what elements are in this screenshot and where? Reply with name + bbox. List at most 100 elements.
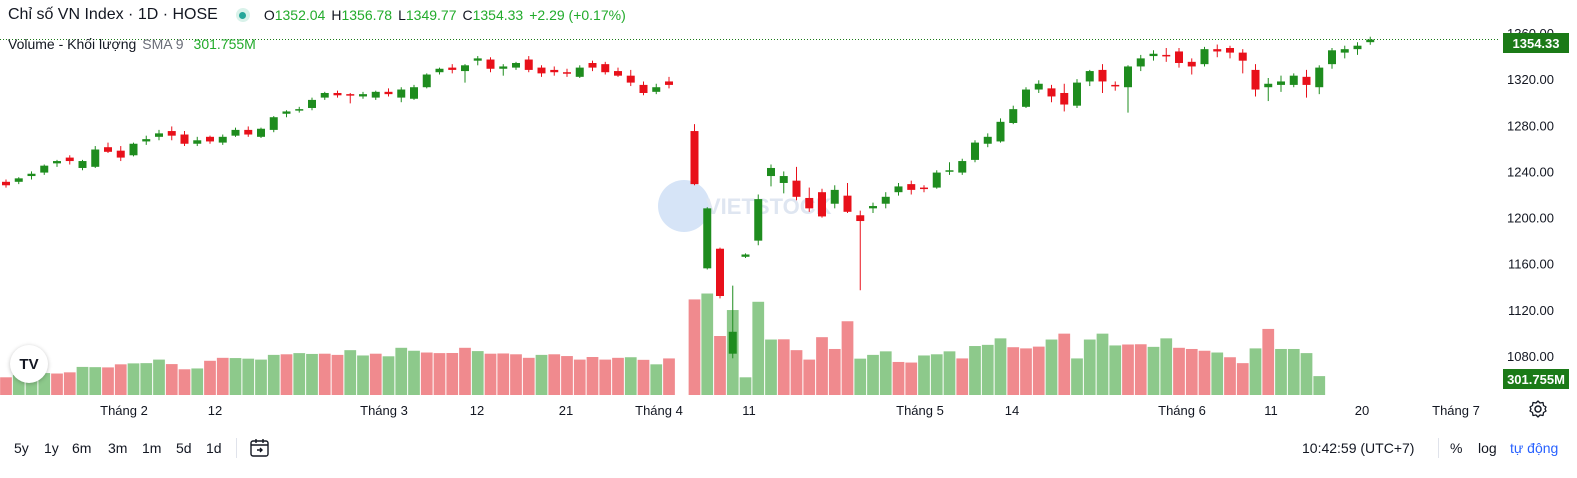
volume-bar: [841, 321, 854, 395]
range-6m-button[interactable]: 6m: [72, 440, 92, 456]
candle-body: [320, 92, 329, 98]
candle-body: [116, 150, 125, 158]
candle-body: [1366, 39, 1375, 43]
volume-bar: [459, 347, 471, 395]
candle-body: [1328, 50, 1336, 65]
auto-scale-toggle[interactable]: tự động: [1510, 440, 1559, 456]
candle-body: [1098, 69, 1107, 82]
volume-bar: [1287, 348, 1300, 395]
candle-body: [524, 59, 533, 70]
candle-body: [371, 91, 380, 98]
price-volume-chart[interactable]: VIETSTOCK 1080.001120.001160.001200.0012…: [0, 0, 1577, 430]
volume-bar: [1236, 363, 1249, 395]
candle-body: [614, 71, 622, 76]
candle-body: [473, 58, 482, 61]
candle-body: [435, 68, 444, 73]
candle-body: [499, 66, 508, 69]
clock-timezone[interactable]: 10:42:59 (UTC+7): [1302, 440, 1415, 456]
candle-body: [333, 92, 342, 96]
percent-scale-toggle[interactable]: %: [1450, 440, 1463, 456]
volume-bar: [599, 359, 612, 395]
symbol-legend: Chỉ số VN Index · 1D · HOSE O1352.04 H13…: [8, 6, 626, 24]
volume-bar: [1185, 348, 1198, 395]
candle-body: [767, 167, 775, 177]
candle-body: [1060, 92, 1069, 105]
volume-bar: [433, 353, 446, 395]
range-5y-button[interactable]: 5y: [14, 440, 29, 456]
log-scale-toggle[interactable]: log: [1478, 440, 1497, 456]
range-5d-button[interactable]: 5d: [176, 440, 192, 456]
volume-bar: [1122, 344, 1134, 395]
time-tick-label: 11: [1264, 403, 1278, 418]
time-tick-label: 12: [470, 403, 484, 418]
candle-body: [958, 161, 967, 173]
volume-value: 301.755M: [193, 36, 256, 52]
toolbar-divider: [1438, 438, 1439, 458]
candle-body: [550, 69, 559, 73]
candle-body: [282, 111, 291, 114]
range-1d-button[interactable]: 1d: [206, 440, 222, 456]
candle-body: [1187, 61, 1196, 67]
candle-body: [359, 94, 367, 97]
candle-body: [1302, 76, 1311, 85]
volume-bar: [408, 350, 420, 395]
volume-bar: [89, 367, 102, 395]
volume-bar: [497, 353, 510, 395]
candle-body: [410, 87, 418, 99]
volume-bar: [306, 353, 318, 395]
tradingview-logo[interactable]: TV: [10, 345, 48, 383]
volume-bar: [1198, 350, 1211, 395]
open-label: O: [263, 7, 275, 23]
candle-body: [1162, 54, 1171, 57]
time-tick-label: 12: [208, 403, 222, 418]
price-tick-label: 1080.00: [1507, 349, 1554, 364]
candle-body: [397, 89, 406, 98]
time-tick-label: 14: [1005, 403, 1019, 418]
volume-sma-label: SMA 9: [142, 36, 184, 52]
candle-body: [512, 62, 520, 68]
candle-body: [996, 121, 1005, 142]
volume-bar: [1160, 338, 1173, 395]
volume-bar: [905, 362, 918, 395]
volume-bar: [178, 369, 191, 395]
candle-body: [1251, 69, 1260, 90]
volume-title[interactable]: Volume - Khối lượng: [8, 36, 137, 52]
volume-bar: [867, 354, 879, 395]
volume-bar: [0, 377, 12, 395]
volume-bar: [331, 354, 344, 395]
watermark-logo-icon: [658, 180, 710, 232]
volume-bar: [191, 368, 204, 395]
time-axis[interactable]: Tháng 2 12 Tháng 3 12 21 Tháng 4 11 Tháng 5 14 Th…: [100, 403, 1480, 418]
candle-body: [1277, 81, 1285, 85]
time-tick-label: 20: [1355, 403, 1369, 418]
range-1y-button[interactable]: 1y: [44, 440, 59, 456]
market-status-icon[interactable]: [235, 8, 250, 22]
symbol-title[interactable]: Chỉ số VN Index · 1D · HOSE: [8, 6, 218, 23]
volume-bar: [1249, 348, 1262, 395]
settings-gear-icon[interactable]: [1528, 399, 1548, 419]
go-to-date-calendar-icon[interactable]: [248, 436, 272, 460]
volume-bar: [1007, 347, 1020, 395]
candle-body: [1315, 67, 1324, 88]
price-axis[interactable]: 1080.00 1120.00 1160.00 1200.00 1240.00 1280.…: [1507, 26, 1554, 364]
candle-body: [206, 136, 214, 142]
volume-bar: [1058, 333, 1071, 395]
candle-body: [881, 196, 890, 204]
volume-bar: [510, 354, 522, 395]
candle-body: [231, 129, 240, 136]
volume-bar: [127, 363, 140, 395]
volume-bar: [765, 339, 777, 395]
candle-body: [588, 62, 597, 68]
volume-bar: [1134, 344, 1147, 395]
volume-bar: [650, 364, 663, 395]
volume-bar: [879, 351, 892, 395]
volume-bar: [1173, 347, 1185, 395]
price-tick-label: 1200.00: [1507, 211, 1554, 226]
close-label: C: [462, 7, 473, 23]
volume-bar: [663, 358, 675, 395]
volume-bar: [357, 355, 369, 395]
volume-bar: [1109, 345, 1122, 395]
candle-body: [843, 195, 852, 212]
range-3m-button[interactable]: 3m: [108, 440, 128, 456]
range-1m-button[interactable]: 1m: [142, 440, 162, 456]
